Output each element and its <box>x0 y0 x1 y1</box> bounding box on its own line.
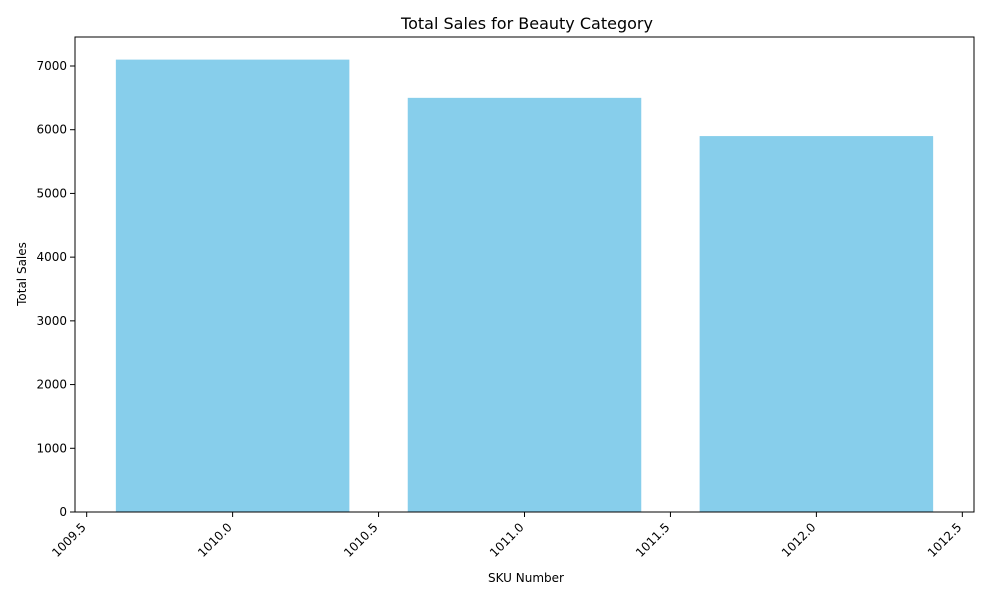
y-tick-label: 1000 <box>36 441 67 455</box>
bar-sku-1011 <box>407 97 642 513</box>
bar-sku-1012 <box>699 136 934 512</box>
chart-title: Total Sales for Beauty Category <box>400 14 653 33</box>
y-tick-label: 6000 <box>36 123 67 137</box>
y-tick-label: 0 <box>59 505 67 519</box>
y-tick-label: 3000 <box>36 314 67 328</box>
bar-sku-1010 <box>115 59 350 512</box>
x-tick-label: 1012.0 <box>779 520 819 560</box>
y-tick-label: 2000 <box>36 378 67 392</box>
x-tick-label: 1011.0 <box>487 520 527 560</box>
x-tick-label: 1012.5 <box>925 520 965 560</box>
y-tick-label: 7000 <box>36 59 67 73</box>
x-tick-label: 1011.5 <box>633 520 673 560</box>
x-tick-label: 1009.5 <box>49 520 89 560</box>
x-tick-label: 1010.5 <box>341 520 381 560</box>
y-tick-label: 5000 <box>36 186 67 200</box>
y-axis-label: Total Sales <box>15 242 29 307</box>
plot-frame <box>74 36 975 513</box>
x-tick-label: 1010.0 <box>195 520 235 560</box>
y-ticks-group: 0 1000 2000 3000 4000 5000 6000 7000 <box>36 59 75 519</box>
x-axis-label: SKU Number <box>488 571 564 585</box>
bars-group <box>115 59 934 513</box>
x-ticks-group: 1009.5 1010.0 1010.5 1011.0 1011.5 1012.0 1012… <box>49 512 964 560</box>
y-tick-label: 4000 <box>36 250 67 264</box>
